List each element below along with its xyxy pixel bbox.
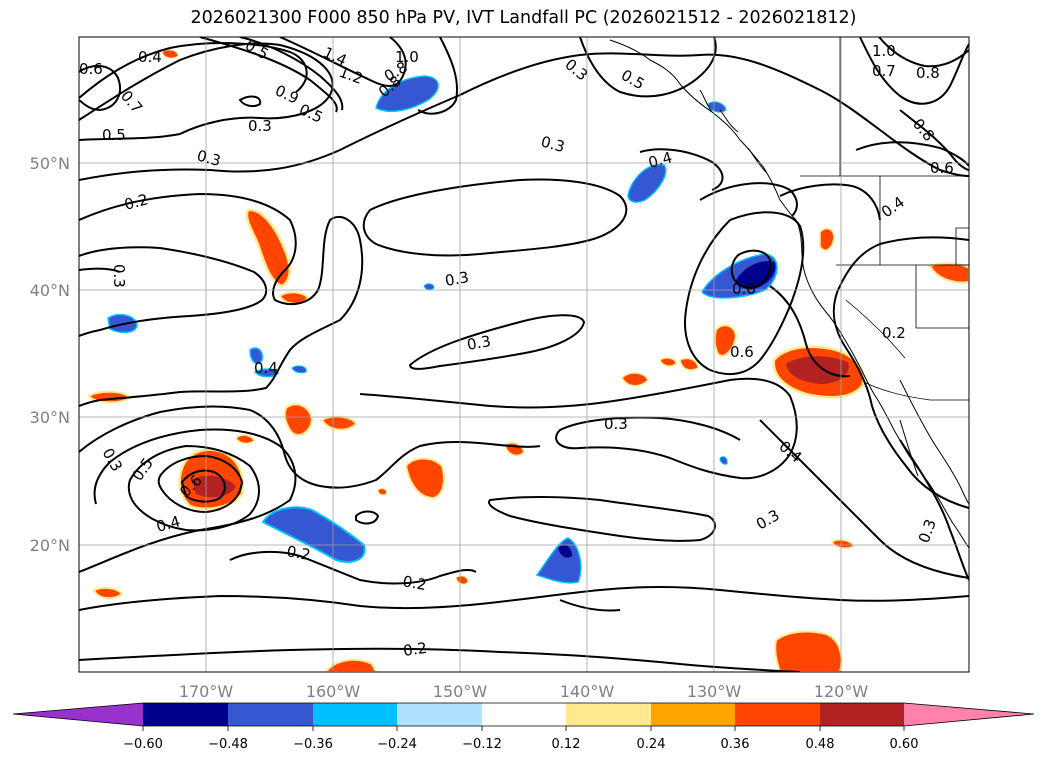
colorbar-tick-label: −0.48 (208, 737, 248, 752)
lon-tick-label: 120°W (814, 682, 869, 701)
contour-label: 0.8 (916, 64, 940, 82)
contour-label: 0.3 (195, 146, 223, 170)
contour-label: 0.7 (117, 87, 146, 117)
contour-label: 0.2 (285, 542, 312, 564)
colorbar-tick-label: −0.12 (462, 737, 502, 752)
colorbar-tick-label: −0.60 (123, 737, 163, 752)
colorbar: −0.60 −0.48 −0.36 −0.24 −0.12 0.12 0.24 … (12, 702, 1035, 752)
negative-anomaly-patches (107, 75, 778, 584)
colorbar-ticks (142, 726, 905, 731)
colorbar-segment (397, 703, 482, 726)
contour-label: 0.2 (401, 572, 428, 594)
map-title: 2026021300 F000 850 hPa PV, IVT Landfall… (190, 8, 857, 28)
contour-label: 0.4 (254, 359, 278, 377)
contour-label: 0.6 (732, 280, 756, 298)
lon-tick-label: 140°W (560, 682, 615, 701)
pv-contour-lines (79, 37, 969, 672)
contour-label: 0.4 (138, 48, 162, 66)
colorbar-segment (313, 703, 397, 726)
contour-label: 0.3 (539, 132, 567, 156)
contour-label: 0.3 (110, 264, 128, 288)
positive-anomaly-patches (87, 49, 969, 672)
contour-label: 0.3 (466, 332, 493, 354)
colorbar-segment (482, 703, 566, 726)
colorbar-segment (228, 703, 313, 726)
contour-label: 0.3 (753, 506, 783, 534)
contour-label: 0.5 (129, 454, 157, 484)
contour-label: 0.9 (272, 81, 301, 107)
colorbar-tick-label: 0.48 (806, 737, 835, 752)
colorbar-tick-label: 0.36 (721, 737, 750, 752)
contour-label: 0.7 (872, 62, 896, 80)
contour-label: 0.2 (122, 190, 150, 214)
colorbar-extend-min (13, 703, 143, 726)
colorbar-segment (651, 703, 735, 726)
map-area (79, 37, 969, 672)
contour-label: 1.0 (872, 42, 896, 60)
lon-tick-labels: 170°W 160°W 150°W 140°W 130°W 120°W (179, 682, 869, 701)
lat-tick-label: 20°N (30, 536, 70, 555)
colorbar-segments (13, 703, 1034, 726)
pv-shading (87, 49, 969, 672)
contour-label: 0.5 (618, 66, 648, 94)
map-gridlines (79, 37, 969, 672)
contour-label: 0.5 (102, 126, 126, 144)
lat-tick-label: 50°N (30, 154, 70, 173)
contour-label: 0.2 (402, 639, 428, 660)
colorbar-tick-label: 0.24 (637, 737, 666, 752)
lat-tick-labels: 50°N 40°N 30°N 20°N (30, 154, 70, 555)
contour-label: 1.0 (395, 48, 419, 66)
contour-label: 0.3 (248, 117, 272, 135)
political-borders (800, 37, 969, 401)
colorbar-tick-label: −0.24 (377, 737, 417, 752)
contour-label: 0.3 (915, 517, 940, 546)
colorbar-tick-label: 0.12 (552, 737, 581, 752)
lon-tick-label: 170°W (179, 682, 234, 701)
colorbar-segment (735, 703, 820, 726)
colorbar-segment (143, 703, 228, 726)
lon-tick-label: 130°W (687, 682, 742, 701)
contour-label: 1.2 (337, 63, 366, 88)
contour-label: 0.4 (646, 148, 674, 172)
contour-label: 0.6 (730, 343, 754, 361)
colorbar-tick-labels: −0.60 −0.48 −0.36 −0.24 −0.12 0.12 0.24 … (123, 737, 918, 752)
contour-label: 0.4 (878, 193, 908, 221)
colorbar-tick-label: −0.36 (293, 737, 333, 752)
contour-label: 0.6 (79, 60, 103, 78)
lat-tick-label: 40°N (30, 281, 70, 300)
contour-label: 0.4 (154, 512, 182, 536)
contour-label: 0.2 (882, 324, 906, 342)
colorbar-segment (566, 703, 651, 726)
colorbar-segment (820, 703, 904, 726)
lat-tick-label: 30°N (30, 408, 70, 427)
contour-label: 0.6 (930, 159, 954, 177)
colorbar-tick-label: 0.60 (890, 737, 919, 752)
colorbar-extend-max (904, 703, 1034, 726)
map-frame (78, 36, 970, 673)
coastlines (609, 39, 969, 549)
contour-label: 0.3 (604, 415, 628, 433)
lon-tick-label: 160°W (306, 682, 361, 701)
lon-tick-label: 150°W (433, 682, 488, 701)
contour-label: 0.3 (444, 268, 471, 290)
